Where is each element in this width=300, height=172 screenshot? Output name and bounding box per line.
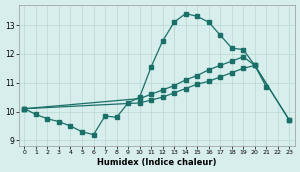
X-axis label: Humidex (Indice chaleur): Humidex (Indice chaleur) — [97, 158, 217, 167]
